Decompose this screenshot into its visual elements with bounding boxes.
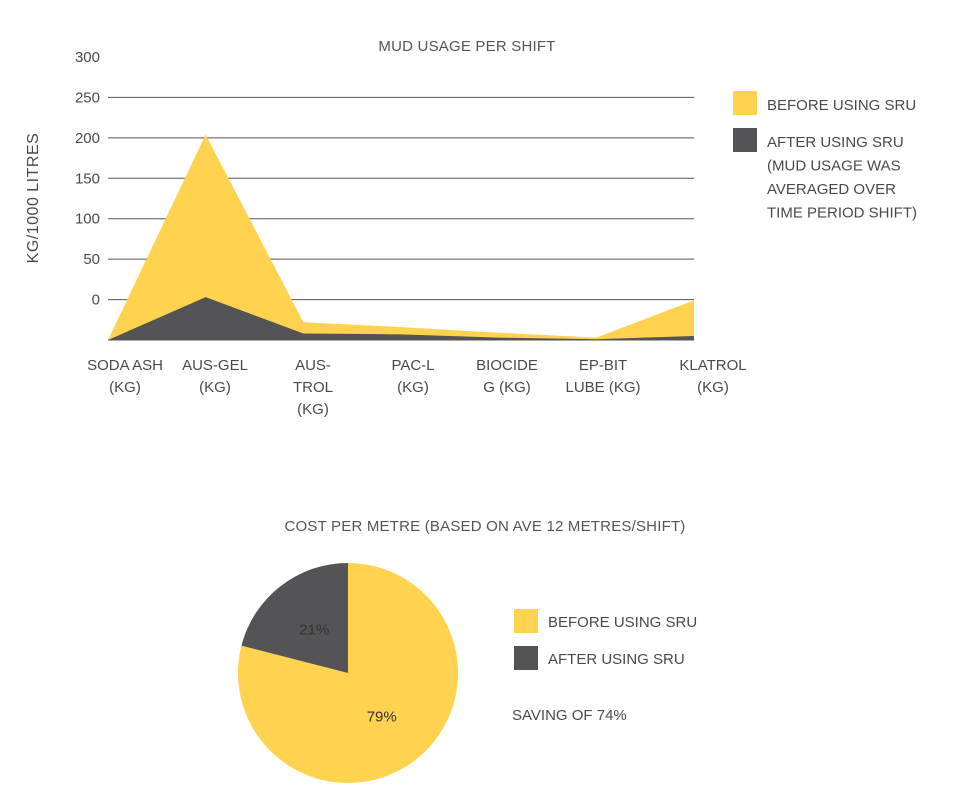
- x-category-label: AUS-TROL (KG): [293, 357, 333, 418]
- x-category-label: AUS-GEL (KG): [182, 357, 248, 396]
- y-tick-label: 0: [92, 292, 100, 309]
- series-area-after: [108, 297, 694, 340]
- x-category-label: SODA ASH (KG): [87, 357, 163, 396]
- pie-slice-before: [237, 563, 458, 783]
- y-tick-label: 200: [75, 130, 100, 147]
- area-chart: MUD USAGE PER SHIFT KG/1000 LITRES 300 25…: [25, 38, 917, 418]
- legend-swatch-after: [733, 128, 757, 152]
- x-axis-categories: SODA ASH (KG) AUS-GEL (KG) AUS-TROL (KG) PAC-L…: [87, 357, 747, 418]
- y-tick-label: 250: [75, 89, 100, 106]
- pie-legend-swatch-after: [514, 646, 538, 670]
- y-tick-label: 150: [75, 170, 100, 187]
- y-axis-label: KG/1000 LITRES: [25, 133, 42, 264]
- x-category-label: BIOCIDE G (KG): [476, 357, 538, 396]
- saving-annotation: SAVING OF 74%: [512, 707, 627, 724]
- pie-chart-title: COST PER METRE (BASED ON AVE 12 METRES/S…: [284, 518, 685, 535]
- pie-label-before: 79%: [367, 708, 397, 725]
- pie-slices: 79% 21%: [237, 563, 458, 783]
- y-tick-label: 100: [75, 211, 100, 228]
- pie-legend-swatch-before: [514, 609, 538, 633]
- y-tick-label: 300: [75, 49, 100, 66]
- pie-chart: COST PER METRE (BASED ON AVE 12 METRES/S…: [237, 518, 697, 783]
- legend-swatch-before: [733, 91, 757, 115]
- area-chart-title: MUD USAGE PER SHIFT: [378, 38, 555, 55]
- y-tick-label: 50: [83, 251, 100, 268]
- pie-legend: BEFORE USING SRU AFTER USING SRU: [514, 609, 697, 670]
- pie-legend-label-after: AFTER USING SRU: [548, 651, 685, 668]
- pie-legend-label-before: BEFORE USING SRU: [548, 614, 697, 631]
- x-category-label: PAC-L (KG): [391, 357, 434, 396]
- y-axis-ticks: 300 250 200 150 100 50 0: [75, 49, 100, 309]
- legend-label-after: AFTER USING SRU (MUD USAGE WAS AVERAGED OV…: [767, 134, 917, 222]
- legend-label-before: BEFORE USING SRU: [767, 97, 916, 114]
- pie-label-after: 21%: [299, 622, 329, 639]
- area-legend: BEFORE USING SRU AFTER USING SRU (MUD USAG…: [733, 91, 917, 222]
- pie-slice-after: [241, 563, 348, 673]
- x-category-label: EP-BIT LUBE (KG): [565, 357, 640, 396]
- series-areas: [108, 134, 694, 341]
- x-category-label: KLATROL (KG): [679, 357, 746, 396]
- series-area-before: [108, 134, 694, 340]
